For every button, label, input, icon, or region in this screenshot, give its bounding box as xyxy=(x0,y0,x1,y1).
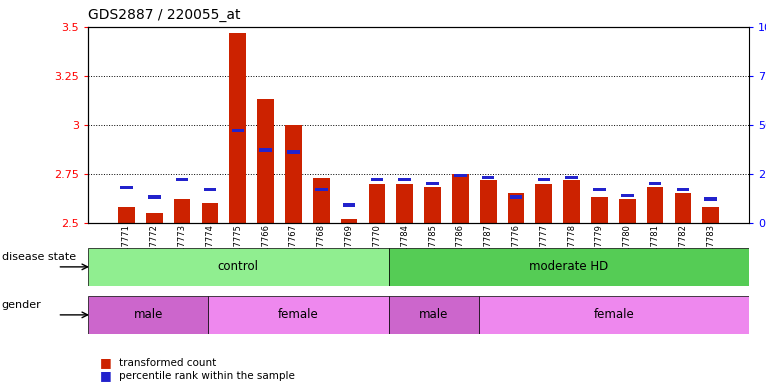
Bar xyxy=(174,199,191,223)
Bar xyxy=(565,176,578,179)
Text: transformed count: transformed count xyxy=(119,358,216,368)
Bar xyxy=(315,188,328,191)
Bar xyxy=(454,174,466,177)
Text: female: female xyxy=(278,308,319,321)
Bar xyxy=(424,187,441,223)
Bar xyxy=(452,174,469,223)
Text: ■: ■ xyxy=(100,369,111,382)
Bar xyxy=(398,178,411,181)
Bar xyxy=(287,151,300,154)
Bar xyxy=(118,207,135,223)
Bar xyxy=(675,194,691,223)
Bar xyxy=(368,184,385,223)
Text: gender: gender xyxy=(2,300,41,310)
Text: disease state: disease state xyxy=(2,252,76,262)
Bar xyxy=(508,194,525,223)
Bar xyxy=(343,204,355,207)
Bar xyxy=(230,33,246,223)
Text: female: female xyxy=(594,308,634,321)
Bar xyxy=(535,184,552,223)
Text: male: male xyxy=(133,308,163,321)
Bar xyxy=(509,195,522,199)
Bar xyxy=(148,195,161,199)
Bar xyxy=(341,219,358,223)
Bar xyxy=(388,248,749,286)
Bar xyxy=(593,188,606,191)
Bar xyxy=(705,197,717,201)
Bar xyxy=(285,125,302,223)
Bar xyxy=(563,180,580,223)
Text: percentile rank within the sample: percentile rank within the sample xyxy=(119,371,295,381)
Bar xyxy=(480,180,496,223)
Bar xyxy=(647,187,663,223)
Bar xyxy=(313,178,329,223)
Bar xyxy=(619,199,636,223)
Bar xyxy=(201,203,218,223)
Bar xyxy=(538,178,550,181)
Text: moderate HD: moderate HD xyxy=(529,260,608,273)
Bar xyxy=(396,184,413,223)
Bar xyxy=(649,182,661,185)
Bar xyxy=(204,188,216,191)
Bar xyxy=(426,182,439,185)
Bar xyxy=(591,197,607,223)
Bar xyxy=(231,129,244,132)
Bar xyxy=(621,194,633,197)
Bar xyxy=(146,213,162,223)
Text: GDS2887 / 220055_at: GDS2887 / 220055_at xyxy=(88,8,241,22)
Text: control: control xyxy=(218,260,259,273)
Bar xyxy=(208,296,388,334)
Bar xyxy=(371,178,383,181)
Text: male: male xyxy=(419,308,448,321)
Bar xyxy=(88,296,208,334)
Bar xyxy=(176,178,188,181)
Bar xyxy=(702,207,719,223)
Bar xyxy=(676,188,689,191)
Bar xyxy=(120,186,133,189)
Bar xyxy=(260,149,272,152)
Bar xyxy=(482,176,494,179)
Text: ■: ■ xyxy=(100,356,111,369)
Bar xyxy=(88,248,388,286)
Bar xyxy=(257,99,274,223)
Bar xyxy=(479,296,749,334)
Bar xyxy=(388,296,479,334)
